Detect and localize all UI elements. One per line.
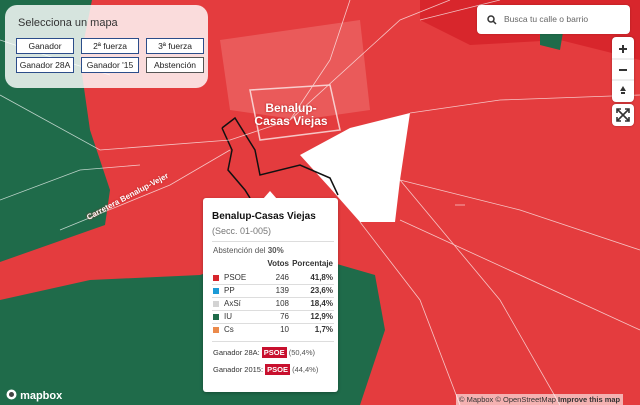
winner-row: Ganador 2015: PSOE (44,4%): [213, 364, 333, 377]
popup-tip: [263, 191, 277, 199]
party-name: PSOE: [224, 273, 247, 282]
votes: 246: [275, 273, 289, 282]
party-name: IU: [224, 312, 232, 321]
party-name: Cs: [224, 325, 234, 334]
percent: 1,7%: [314, 325, 333, 334]
search-box[interactable]: Busca tu calle o barrio: [477, 5, 630, 34]
separator: [212, 241, 334, 242]
votes: 108: [275, 299, 289, 308]
fullscreen-button[interactable]: [612, 104, 634, 126]
result-row: Cs 10 1,7%: [213, 325, 333, 337]
party-swatch: [213, 288, 219, 294]
party-name: PP: [224, 286, 235, 295]
town-label: Benalup-Casas Viejas: [254, 101, 328, 128]
winner-row: Ganador 28A: PSOE (50,4%): [213, 347, 333, 360]
improve-link[interactable]: Improve this map: [558, 395, 621, 404]
logo-icon: [6, 389, 17, 400]
result-row: IU 76 12,9%: [213, 312, 333, 324]
map-button[interactable]: Ganador '15: [81, 57, 139, 73]
abstention-label: Abstención del: [213, 246, 266, 255]
percent: 41,8%: [310, 273, 333, 282]
abstention-value: 30%: [267, 246, 284, 255]
party-swatch: [213, 301, 219, 307]
map-button[interactable]: Abstención: [146, 57, 204, 73]
winner-label: Ganador 2015:: [213, 365, 264, 374]
separator: [212, 297, 334, 298]
votes: 139: [275, 286, 289, 295]
selected-section[interactable]: [300, 113, 410, 222]
section-border: [221, 116, 339, 199]
mapbox-logo: mapbox: [6, 389, 62, 402]
popup-heading: Benalup-Casas Viejas (Secc. 01-005): [212, 209, 334, 239]
map-button[interactable]: Ganador: [16, 38, 74, 54]
search-placeholder: Busca tu calle o barrio: [504, 14, 589, 24]
percent: 23,6%: [310, 286, 333, 295]
votes-header: Votos: [267, 259, 289, 268]
separator: [212, 284, 334, 285]
party-swatch: [213, 275, 219, 281]
votes: 10: [280, 325, 289, 334]
party-swatch: [213, 327, 219, 333]
party-name: AxSí: [224, 299, 241, 308]
popup-title: Benalup-Casas Viejas: [212, 211, 316, 222]
search-icon: [487, 15, 497, 25]
map-button[interactable]: 3ª fuerza: [146, 38, 204, 54]
winner-party: PSOE: [265, 364, 290, 375]
percent: 12,9%: [310, 312, 333, 321]
separator: [212, 323, 334, 324]
winner-party: PSOE: [261, 347, 287, 358]
percent-header: Porcentaje: [292, 259, 333, 268]
map-selector: Selecciona un mapa Ganador 2ª fuerza 3ª fu…: [5, 5, 208, 88]
zoom-controls: [612, 37, 634, 102]
map-button[interactable]: Ganador 28A: [16, 57, 74, 73]
attribution-text: © Mapbox © OpenStreetMap: [459, 395, 556, 404]
party-swatch: [213, 314, 219, 320]
logo-text: mapbox: [20, 390, 63, 402]
zoom-icons[interactable]: [612, 37, 634, 102]
separator: [212, 341, 334, 342]
winner-label: Ganador 28A:: [213, 348, 260, 357]
winner-percent: (50,4%): [288, 348, 315, 357]
percent: 18,4%: [310, 299, 333, 308]
popup-subtitle: (Secc. 01-005): [212, 226, 272, 236]
winner-percent: (44,4%): [292, 365, 319, 374]
separator: [212, 310, 334, 311]
result-row: PSOE 246 41,8%: [213, 273, 333, 285]
map-button[interactable]: 2ª fuerza: [81, 38, 139, 54]
selector-title: Selecciona un mapa: [18, 17, 118, 29]
votes: 76: [280, 312, 289, 321]
result-row: AxSí 108 18,4%: [213, 299, 333, 311]
result-row: PP 139 23,6%: [213, 286, 333, 298]
popup: Benalup-Casas Viejas (Secc. 01-005) Abst…: [203, 191, 338, 392]
attribution: © Mapbox © OpenStreetMap Improve this ma…: [456, 394, 624, 405]
fullscreen-icon: [616, 108, 630, 122]
